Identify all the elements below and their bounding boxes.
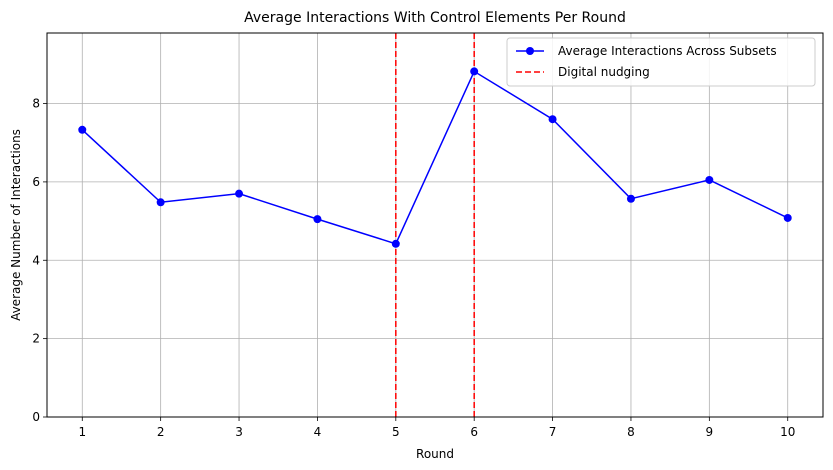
axis-ticks: 1 2 3 4 5 6 7 8 9 10 0 2 4 6 8 [32,97,795,439]
legend-nudging-label: Digital nudging [558,65,650,79]
y-axis-label: Average Number of Interactions [9,129,23,321]
y-tick-label: 0 [32,410,40,424]
legend-series-marker [526,47,534,55]
x-tick-label: 1 [78,425,86,439]
data-point [705,175,714,184]
legend-series-label: Average Interactions Across Subsets [558,44,777,58]
data-point [156,198,165,207]
x-axis-label: Round [416,447,454,461]
plot-frame [46,32,824,418]
data-point [78,125,87,134]
x-tick-label: 8 [627,425,635,439]
data-point [313,215,322,224]
x-tick-label: 7 [549,425,557,439]
data-point [391,239,400,248]
y-tick-label: 8 [32,97,40,111]
y-tick-label: 4 [32,253,40,267]
x-tick-label: 10 [780,425,795,439]
y-tick-label: 2 [32,332,40,346]
y-tick-label: 6 [32,175,40,189]
chart-title: Average Interactions With Control Elemen… [244,10,626,26]
data-point [626,194,635,203]
data-point [470,67,479,76]
grid [47,33,823,418]
data-point [235,189,244,198]
x-tick-label: 6 [470,425,478,439]
data-point [783,213,792,222]
data-point [548,115,557,124]
x-tick-label: 4 [314,425,322,439]
x-tick-label: 9 [706,425,714,439]
x-tick-label: 3 [235,425,243,439]
nudging-lines [395,33,475,417]
legend: Average Interactions Across Subsets Digi… [506,37,816,87]
legend-box [506,37,816,87]
x-tick-label: 5 [392,425,400,439]
series-layer [78,67,792,248]
series-line [81,70,789,245]
x-tick-label: 2 [157,425,165,439]
